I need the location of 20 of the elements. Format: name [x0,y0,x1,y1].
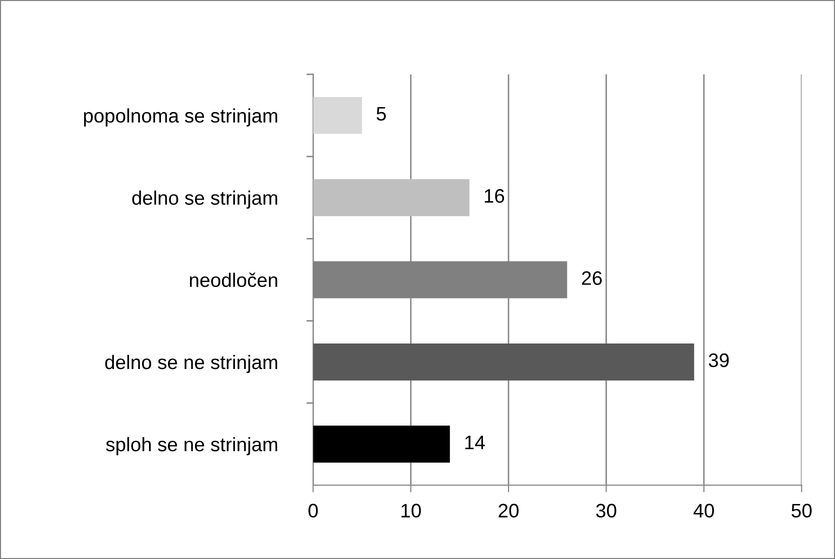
data-label: 14 [465,436,485,450]
x-tick-label: 50 [792,504,812,518]
data-label: 5 [376,107,386,121]
bar [313,426,450,463]
bar [313,96,362,134]
bar [313,343,694,380]
x-tick-label: 10 [401,504,421,518]
bar [313,179,470,216]
y-tick-label: delno se strinjam [132,190,278,209]
data-label: 39 [708,353,729,368]
y-tick-label: delno se ne strinjam [105,354,278,374]
x-tick-label: 30 [596,504,616,518]
x-tick-label: 0 [308,504,318,518]
y-tick-label: popolnoma se strinjam [84,108,278,127]
data-label: 16 [484,189,504,203]
y-tick-label: sploh se ne strinjam [106,437,278,456]
x-tick-label: 40 [694,504,714,518]
y-tick-label: neodločen [190,272,278,288]
x-tick-label: 20 [498,504,519,518]
data-label: 26 [582,271,602,285]
